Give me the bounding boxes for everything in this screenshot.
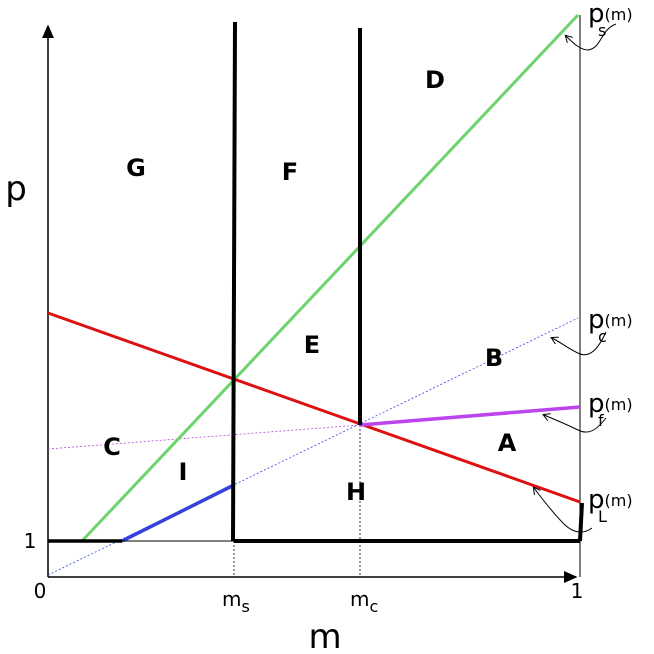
region-label: I [179,458,188,486]
curve-base: p [588,0,605,29]
region-label: F [282,158,298,186]
curve-label: p(m) [588,389,633,419]
curve-sub: c [598,327,607,346]
boundary [578,502,584,542]
tick-label: 1 [571,579,584,603]
region-label: H [346,478,366,506]
ps-curve [80,13,580,543]
label-arrow [544,415,607,433]
label-arrow [534,488,593,533]
curve-label: p(m) [588,305,633,335]
tick-label: ms [222,587,250,616]
pl-curve [47,311,581,504]
tick-label: 1 [24,529,37,553]
curve-base: p [588,389,605,419]
curve-sub: f [598,411,604,430]
region-label: G [126,154,146,182]
tick-label: mc [350,587,378,616]
tick-label: 0 [34,579,47,603]
region-label: C [103,433,121,461]
region-label: D [425,66,445,94]
region-labels: G F D E B C I H A [103,66,517,506]
label-arrow [552,331,607,356]
blue-curve [121,484,233,543]
curve-sub: L [598,507,607,526]
curve-base: p [588,305,605,335]
curve-arg: (m) [605,395,633,414]
pf-curve [359,405,581,427]
tick-base: m [350,587,369,611]
y-axis-title: p [5,169,27,209]
tick-sub: s [241,597,249,616]
tick-sub: c [369,597,378,616]
curve-labels: p(m)sp(m)cp(m)fp(m)L [588,0,633,526]
curve-arg: (m) [605,5,633,24]
curve-sub: s [598,21,606,40]
region-label: A [498,429,517,457]
region-label: E [304,331,320,359]
region-label: B [485,344,503,372]
curve-label: p(m) [588,485,633,515]
label-arrow [566,23,617,51]
curve-label: p(m) [588,0,633,29]
tick-base: m [222,587,241,611]
curve-arg: (m) [605,491,633,510]
boundary [231,21,237,542]
curve-base: p [588,485,605,515]
curve-arg: (m) [605,311,633,330]
x-axis-title: m [308,617,341,654]
pf-extension [47,424,361,450]
